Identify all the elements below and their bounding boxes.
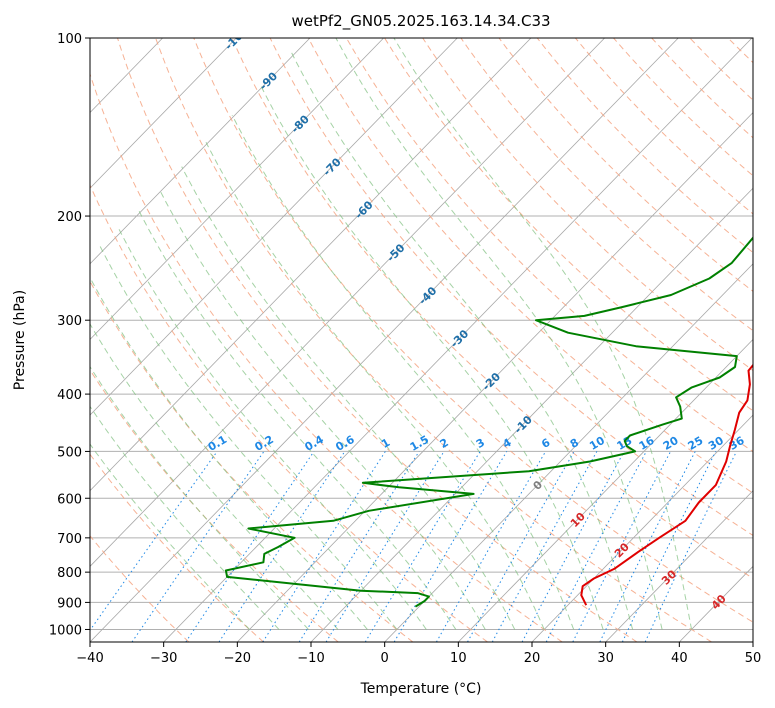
moist-adiabat-line <box>90 443 250 630</box>
x-axis-label: Temperature (°C) <box>360 681 482 697</box>
x-axis: −40 −30 −20 −10 0 10 20 30 40 50 <box>76 642 761 666</box>
mixing-ratio-line <box>325 451 445 642</box>
isotherm-line <box>163 38 753 642</box>
isotherm-line <box>384 263 753 642</box>
moist-adiabat-line <box>181 166 516 630</box>
background-lines <box>90 38 775 642</box>
moist-adiabat-line <box>158 188 486 630</box>
mixing-ratio-line <box>644 451 737 642</box>
mixing-ratio-line <box>90 451 218 632</box>
dry-adiabat-line <box>90 280 414 642</box>
moist-adiabat-line <box>335 38 663 630</box>
moist-adiabat-line <box>205 141 545 630</box>
dry-adiabat-line <box>766 38 775 642</box>
mixing-ratio-line <box>621 451 717 642</box>
mixing-ratio-line <box>185 451 315 642</box>
dry-adiabat-line <box>90 183 488 642</box>
isotherm-line <box>458 338 753 642</box>
isotherm-line <box>90 38 532 492</box>
y-axis-label: Pressure (hPa) <box>12 290 28 390</box>
isotherm-line <box>90 38 458 416</box>
y-tick-label: 400 <box>57 388 82 403</box>
mixing-ratio-line <box>218 451 346 642</box>
profiles <box>224 236 753 608</box>
x-tick-label: 20 <box>524 651 541 666</box>
y-tick-label: 700 <box>57 532 82 547</box>
dry-adiabat-line <box>117 38 638 642</box>
dry-adiabat-line <box>231 38 753 579</box>
x-tick-label: −10 <box>297 651 324 666</box>
dewpoint-profile-line <box>224 236 753 608</box>
moist-adiabat-line <box>90 323 339 630</box>
mixing-ratio-line <box>491 451 598 642</box>
mixing-ratio-line <box>364 451 481 642</box>
mixing-ratio-line <box>393 451 508 642</box>
x-tick-label: −20 <box>224 651 251 666</box>
moist-adiabat-line <box>393 38 692 630</box>
dry-adiabat-line <box>307 38 753 494</box>
mixing-ratio-line <box>298 451 420 642</box>
moist-adiabat-line <box>90 405 280 630</box>
x-tick-label: 40 <box>671 651 688 666</box>
x-tick-label: 30 <box>597 651 614 666</box>
isotherm-line <box>90 38 384 341</box>
plot-background <box>90 38 753 642</box>
moist-adiabat-line <box>90 365 309 630</box>
x-tick-label: 10 <box>450 651 467 666</box>
isotherm-line <box>90 38 605 567</box>
x-tick-label: 50 <box>745 651 762 666</box>
x-tick-label: −40 <box>76 651 103 666</box>
x-tick-label: −30 <box>150 651 177 666</box>
dry-adiabat-line <box>269 38 753 536</box>
chart-title: wetPf2_GN05.2025.163.14.34.C33 <box>291 12 550 31</box>
mixing-ratio-line <box>521 451 625 642</box>
isotherm-line <box>90 38 679 642</box>
y-axis: 100 200 300 400 500 600 700 800 900 1000 <box>49 32 90 638</box>
mixing-ratio-line <box>262 451 386 642</box>
y-tick-label: 900 <box>57 596 82 611</box>
y-tick-label: 200 <box>57 210 82 225</box>
moist-adiabat-line <box>231 114 575 630</box>
y-tick-label: 800 <box>57 566 82 581</box>
moist-adiabat-line <box>137 209 457 630</box>
temperature-profile-line <box>580 363 753 606</box>
dry-adiabat-line <box>90 453 264 642</box>
y-tick-label: 1000 <box>49 623 82 638</box>
moist-adiabat-line <box>290 50 634 630</box>
moist-adiabat-line <box>90 276 368 630</box>
x-tick-label: 0 <box>381 651 389 666</box>
moist-adiabat-line <box>99 246 398 630</box>
y-tick-label: 600 <box>57 492 82 507</box>
isotherm-line <box>752 641 753 642</box>
dry-adiabat-line <box>193 38 753 623</box>
y-tick-label: 300 <box>57 314 82 329</box>
y-tick-label: 500 <box>57 445 82 460</box>
moist-adiabat-line <box>259 84 604 630</box>
isotherm-line <box>237 111 753 642</box>
dry-adiabat-line <box>345 38 753 453</box>
isotherm-line <box>90 38 311 265</box>
mixing-ratio-line <box>599 451 696 642</box>
plot-frame <box>89 37 754 643</box>
dry-adiabat-line <box>90 72 563 642</box>
isotherm-line <box>90 38 237 189</box>
isotherm-line <box>605 490 753 642</box>
y-tick-label: 100 <box>57 32 82 47</box>
mixing-ratio-line <box>131 451 265 642</box>
isotherm-line <box>531 414 753 642</box>
